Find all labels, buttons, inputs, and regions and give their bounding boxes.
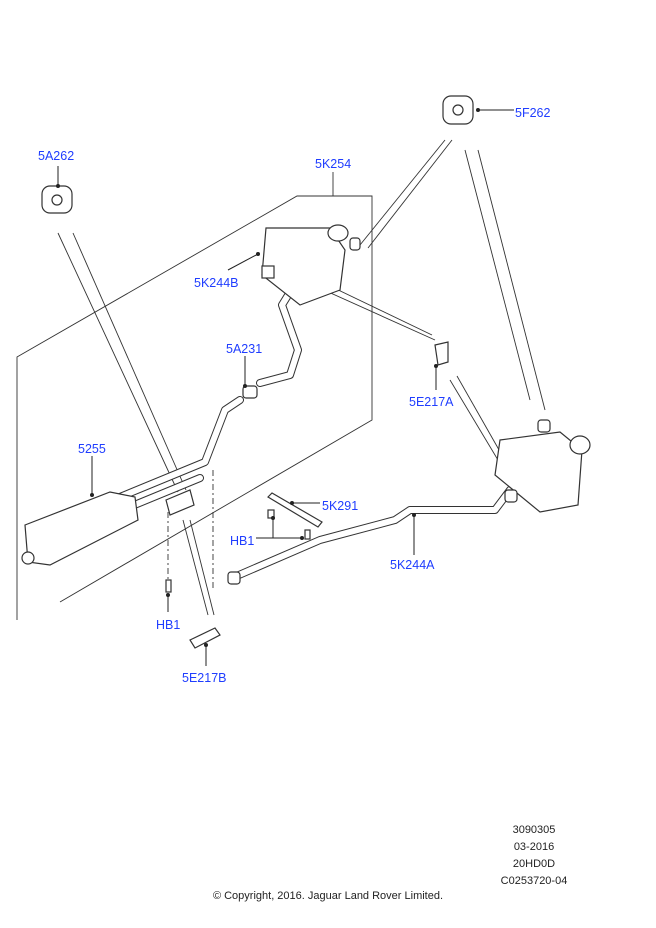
part-label-5E217B: 5E217B — [182, 671, 226, 685]
part-label-5F262: 5F262 — [515, 106, 550, 120]
copyright-notice: © Copyright, 2016. Jaguar Land Rover Lim… — [212, 890, 444, 902]
part-label-5255: 5255 — [78, 442, 106, 456]
part-label-5K254: 5K254 — [315, 157, 351, 171]
model-code: 20HD0D — [512, 858, 556, 870]
part-label-5E217A: 5E217A — [409, 395, 454, 409]
illustration-number: 3090305 — [512, 824, 556, 836]
part-label-5K291: 5K291 — [322, 499, 358, 513]
reference-code: C0253720-04 — [500, 875, 568, 887]
part-label-HB1-lower: HB1 — [156, 618, 180, 632]
front-muffler — [24, 491, 139, 566]
leader-lines — [56, 108, 514, 666]
part-label-5K244B: 5K244B — [194, 276, 238, 290]
bracket-a — [434, 341, 449, 366]
clamp — [242, 385, 258, 399]
rear-pipe — [228, 486, 514, 582]
heat-shield-strap — [267, 492, 323, 528]
part-label-HB1: HB1 — [230, 534, 254, 548]
illustration-date: 03-2016 — [513, 841, 555, 853]
assembly-group-outline — [16, 195, 373, 620]
bracket-b — [189, 627, 221, 649]
front-pipe — [116, 288, 302, 510]
part-label-5A262: 5A262 — [38, 149, 74, 163]
part-label-5A231: 5A231 — [226, 342, 262, 356]
part-label-5K244A: 5K244A — [390, 558, 435, 572]
